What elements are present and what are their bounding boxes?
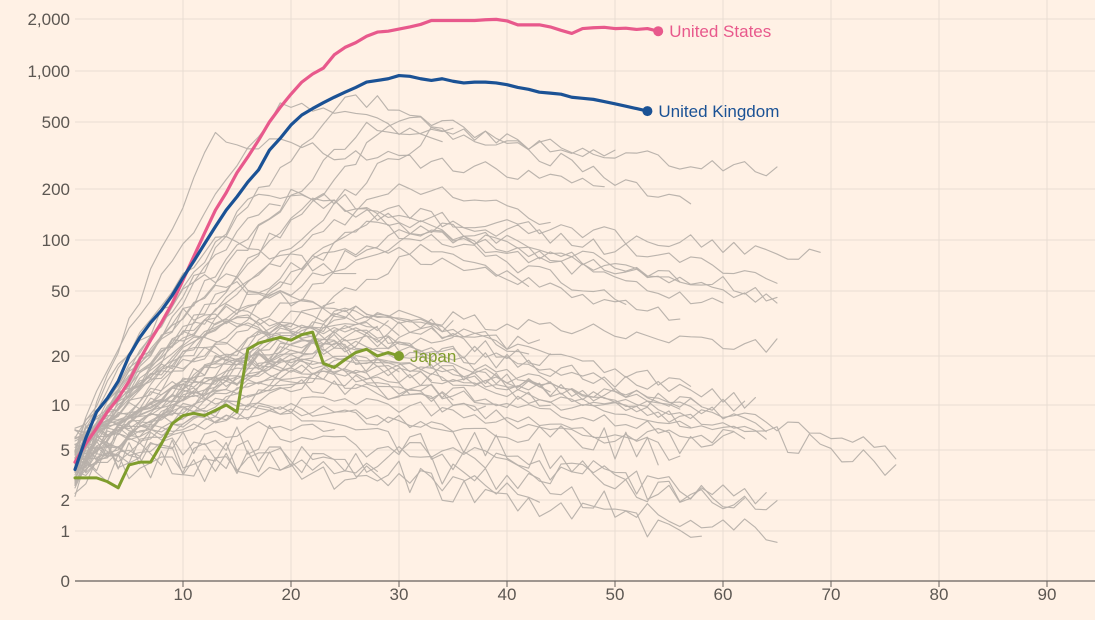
context-country-line [74,197,821,463]
y-tick-label: 200 [42,180,70,199]
context-country-line [74,450,540,503]
context-country-line [74,188,778,484]
context-country-line [74,322,378,464]
japan-endpoint [394,351,404,361]
y-tick-label: 5 [61,441,70,460]
context-country-line [74,438,378,477]
x-tick-label: 80 [930,585,949,604]
context-country-line [74,229,681,456]
context-country-line [74,312,530,463]
united-states-label: United States [669,22,771,41]
united-states-endpoint [653,26,664,37]
y-tick-label: 10 [51,396,70,415]
x-tick-label: 70 [822,585,841,604]
y-tick-label: 1,000 [27,62,70,81]
context-country-line [74,116,616,486]
context-country-line [74,316,897,489]
context-country-line [74,183,551,459]
united-states-line [73,17,660,464]
y-tick-label: 2,000 [27,10,70,29]
united-kingdom-label: United Kingdom [658,102,779,121]
context-country-line [74,387,778,511]
context-country-line [74,307,378,482]
context-country-line [74,327,540,459]
y-tick-label: 20 [51,347,70,366]
x-tick-label: 50 [606,585,625,604]
japan-label: Japan [410,347,456,366]
context-country-line [74,421,335,477]
context-country-line [74,439,778,543]
context-country-line [74,318,681,429]
japan-line [73,330,401,490]
context-series-layer [74,94,897,543]
highlighted-series-layer [73,17,660,490]
y-tick-label: 50 [51,282,70,301]
x-tick-label: 30 [390,585,409,604]
context-country-line [74,121,454,460]
context-country-line [74,439,702,538]
y-tick-label: 2 [61,491,70,510]
context-country-line [74,346,659,466]
x-tick-label: 40 [498,585,517,604]
context-country-line [74,367,692,459]
x-tick-label: 90 [1038,585,1057,604]
context-country-line [74,235,357,439]
y-tick-label: 1 [61,522,70,541]
context-country-line [74,131,605,472]
context-country-line [74,405,746,509]
context-country-line [74,309,400,473]
axis-layer: 10 20 30 40 50 60 70 80 902,0001,000500200100502… [27,10,1095,604]
x-tick-label: 20 [282,585,301,604]
context-country-line [74,323,454,463]
x-tick-label: 10 [174,585,193,604]
context-country-line [74,102,443,452]
y-tick-label: 100 [42,231,70,250]
united-kingdom-line [73,73,649,472]
united-kingdom-endpoint [642,106,653,117]
y-tick-label: 0 [61,572,70,591]
series-label-layer: United States United Kingdom Japan [394,22,779,366]
context-country-line [74,305,778,433]
context-country-line [74,424,767,505]
context-country-line [74,321,767,440]
x-tick-label: 60 [714,585,733,604]
context-country-line [74,94,692,483]
y-tick-label: 500 [42,113,70,132]
